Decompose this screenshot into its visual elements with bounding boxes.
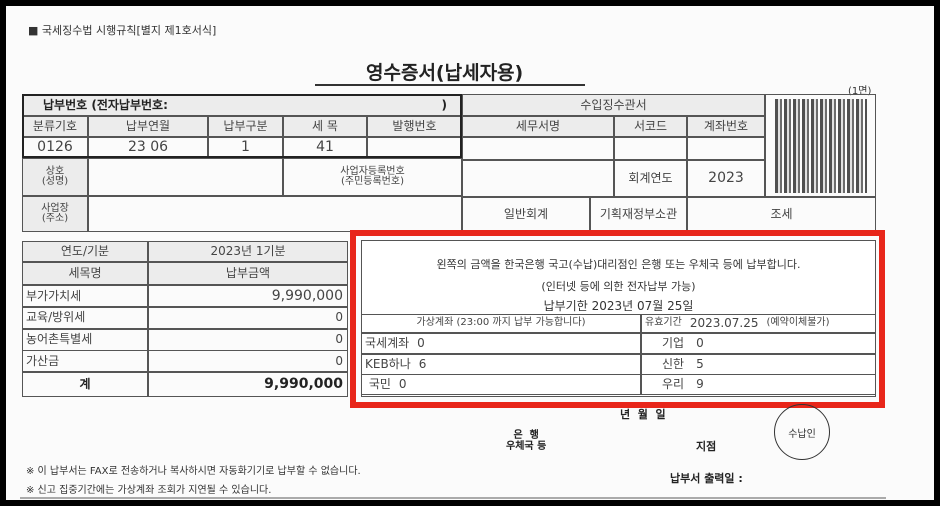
fiscal-year-value: 2023 xyxy=(687,160,765,197)
branch-label: 지점 xyxy=(696,440,717,453)
valid-note: (예약이체불가) xyxy=(766,317,830,329)
bank-label: 은 행 우체국 등 xyxy=(506,430,547,452)
category: 조세 xyxy=(687,197,876,232)
address-value xyxy=(88,196,462,232)
total-label: 계 xyxy=(22,372,148,397)
payment-code-box xyxy=(22,94,462,158)
registration-number-label: 사업자등록번호 (주민등록번호) xyxy=(283,158,462,196)
period-label: 연도/기분 xyxy=(22,241,148,262)
ministry: 기획재정부소관 xyxy=(590,197,687,232)
qr-code-icon xyxy=(774,98,867,193)
valid-date: 2023.07.25 xyxy=(689,316,759,331)
stamp-label: 수납인 xyxy=(788,428,816,440)
tax-item-amount: 0 xyxy=(148,350,348,373)
header-pay-month: 납부연월 xyxy=(88,116,208,137)
total-amount: 9,990,000 xyxy=(148,372,348,397)
bank-name: 기업 xyxy=(662,336,685,351)
date-line: 년 월 일 xyxy=(620,408,666,421)
note-delay: ※ 신고 집중기간에는 가상계좌 조회가 지연될 수 있습니다. xyxy=(26,485,272,496)
tax-office-value xyxy=(462,137,614,160)
bank-account-value: 0 xyxy=(696,336,704,351)
business-name-value xyxy=(88,158,283,196)
office-title: 수입징수관서 xyxy=(462,94,765,116)
bank-account-value: 9 xyxy=(696,377,704,392)
bank-name: 국민 xyxy=(365,377,391,392)
period-value: 2023년 1기분 xyxy=(148,241,348,262)
bank-name: 국세계좌 xyxy=(365,336,410,351)
tax-item-name: 부가가치세 xyxy=(22,285,148,307)
tax-item-name: 가산금 xyxy=(22,350,148,373)
bank-name: 신한 xyxy=(662,356,685,371)
virtual-account-label: 가상계좌 (23:00 까지 납부 가능합니다) xyxy=(361,314,641,333)
validity-row: 유효기간 2023.07.25 (예약이체불가) xyxy=(641,314,876,333)
tax-item-amount: 0 xyxy=(148,306,348,329)
form-reference: ■ 국세징수법 시행규칙[별지 제1호서식] xyxy=(28,24,217,37)
tax-receipt-document: ■ 국세징수법 시행규칙[별지 제1호서식] 영수증서(납세자용) (1면) 납… xyxy=(6,6,934,500)
bank-row: 국민 0 xyxy=(361,374,641,395)
bank-account-value: 6 xyxy=(418,356,427,371)
payment-deadline: 납부기한 2023년 07월 25일 xyxy=(543,299,694,313)
bottom-rule xyxy=(20,497,886,499)
header-account-no: 계좌번호 xyxy=(687,116,765,137)
valid-label: 유효기간 xyxy=(645,317,682,329)
header-tax-office: 세무서명 xyxy=(462,116,614,137)
tax-item-name: 농어촌특별세 xyxy=(22,328,148,351)
bank-account-value: 5 xyxy=(696,356,704,371)
title-underline xyxy=(315,84,585,86)
business-name-label: 상호 (성명) xyxy=(22,158,88,196)
tax-item-amount: 9,990,000 xyxy=(148,285,348,307)
bank-name: 우리 xyxy=(662,377,685,392)
payment-number-close: ) xyxy=(441,97,447,112)
blank-cell xyxy=(462,160,614,197)
payment-number-label: 납부번호 (전자납부번호: xyxy=(43,97,168,112)
notice-electronic: (인터넷 등에 의한 전자납부 가능) xyxy=(541,280,696,293)
header-office-code: 서코드 xyxy=(614,116,687,137)
account-no-value xyxy=(687,137,765,160)
bank-account-value: 0 xyxy=(398,377,407,392)
highlight-box xyxy=(350,230,885,408)
header-classification: 분류기호 xyxy=(22,116,88,137)
print-date-label: 납부서 출력일 : xyxy=(670,472,743,485)
header-pay-type: 납부구분 xyxy=(208,116,283,137)
tax-item-name: 교육/방위세 xyxy=(22,306,148,329)
tax-item-amount: 0 xyxy=(148,328,348,351)
qr-cell xyxy=(765,94,876,197)
note-fax: ※ 이 납부서는 FAX로 전송하거나 복사하시면 자동화기기로 납부할 수 없… xyxy=(26,466,361,477)
document-title: 영수증서(납세자용) xyxy=(366,62,524,84)
address-label: 사업장 (주소) xyxy=(22,196,88,232)
bank-name: KEB하나 xyxy=(365,356,411,371)
fiscal-year-label: 회계연도 xyxy=(614,160,687,197)
bank-row: 우리 9 xyxy=(641,374,876,395)
notice-line: 왼쪽의 금액을 한국은행 국고(수납)대리점인 은행 또는 우체국 등에 납부합… xyxy=(436,258,801,271)
item-header: 세목명 xyxy=(22,262,148,285)
header-tax-item: 세 목 xyxy=(283,116,367,137)
office-code-value xyxy=(614,137,687,160)
amount-header: 납부금액 xyxy=(148,262,348,285)
page-mark: (1면) xyxy=(848,86,872,97)
account-type: 일반회계 xyxy=(462,197,590,232)
receipt-stamp-circle: 수납인 xyxy=(774,404,830,460)
bank-account-value: 0 xyxy=(417,336,425,351)
